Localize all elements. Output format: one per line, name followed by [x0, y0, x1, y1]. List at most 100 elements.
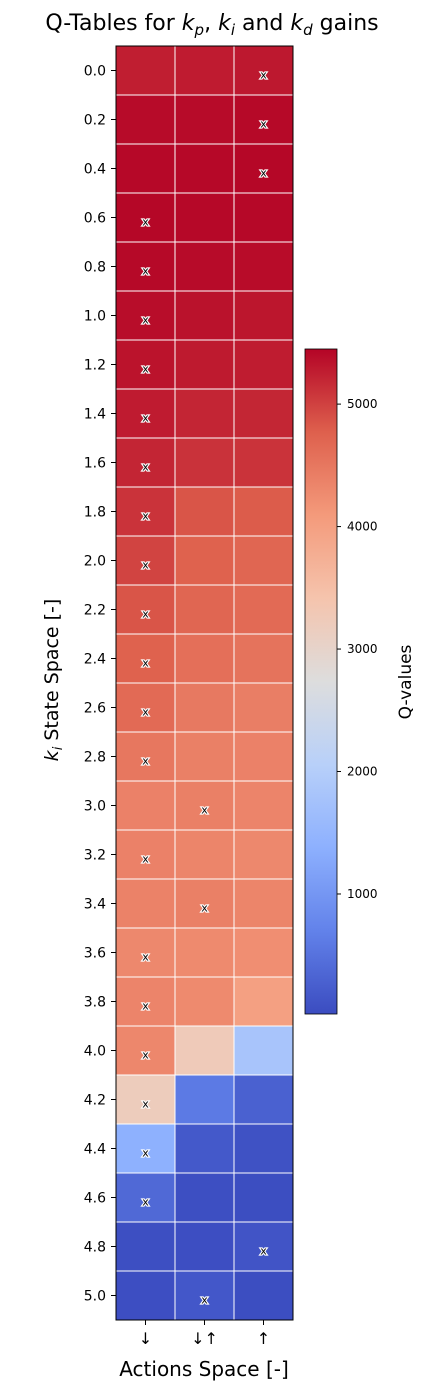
best-action-marker: x	[142, 951, 149, 964]
colorbar-tick-label: 5000	[347, 397, 378, 411]
y-tick-label: 1.0	[84, 309, 106, 325]
y-tick-label: 0.2	[84, 113, 106, 129]
heatmap-cell	[174, 94, 235, 145]
best-action-marker: x	[142, 853, 149, 866]
y-axis-label: ki State Space [-]	[41, 599, 66, 762]
y-tick-label: 4.2	[84, 1093, 106, 1109]
heatmap-cell	[174, 1025, 235, 1076]
best-action-marker: x	[201, 902, 208, 915]
y-tick-label: 1.4	[84, 407, 106, 423]
heatmap-cell	[174, 878, 235, 929]
best-action-marker: x	[142, 1147, 149, 1160]
best-action-marker: x	[142, 265, 149, 278]
heatmap-cell	[233, 780, 294, 831]
heatmap-cell	[174, 192, 235, 243]
heatmap-cell	[115, 1270, 176, 1321]
heatmap-cell	[115, 682, 176, 733]
ylabel-ki-subscript: i	[51, 746, 66, 750]
colorbar-tick-label: 2000	[347, 765, 378, 779]
title-part: ,	[204, 11, 218, 36]
chart-title: Q-Tables for kp, ki and kd gains	[45, 11, 378, 39]
ylabel-rest: State Space [-]	[41, 599, 63, 747]
heatmap-cell	[115, 1172, 176, 1223]
heatmap-cell	[233, 535, 294, 586]
heatmap-cell	[233, 927, 294, 978]
heatmap-cell	[174, 535, 235, 586]
title-kd-symbol: k	[290, 11, 304, 36]
colorbar-label: Q-values	[396, 644, 416, 719]
heatmap-cell	[233, 1123, 294, 1174]
heatmap-cell	[174, 780, 235, 831]
best-action-marker: x	[201, 1294, 208, 1307]
best-action-marker: x	[142, 706, 149, 719]
title-part: and	[235, 11, 290, 36]
heatmap-cell	[115, 731, 176, 782]
y-tick-label: 1.2	[84, 358, 106, 374]
heatmap-cell	[174, 927, 235, 978]
best-action-marker: x	[142, 559, 149, 572]
heatmap-cell	[115, 1025, 176, 1076]
y-tick-label: 3.0	[84, 799, 106, 815]
best-action-marker: x	[142, 1196, 149, 1209]
heatmap-cell	[233, 192, 294, 243]
heatmap-cell	[174, 1074, 235, 1125]
heatmap-cells	[115, 45, 294, 1321]
title-ki-subscript: i	[231, 21, 236, 39]
heatmap-cell	[174, 1172, 235, 1223]
heatmap-cell	[174, 976, 235, 1027]
x-tick-label: ↓↑	[191, 1329, 218, 1348]
best-action-marker: x	[142, 510, 149, 523]
heatmap-cell	[174, 339, 235, 390]
heatmap-cell	[233, 878, 294, 929]
y-tick-label: 2.0	[84, 554, 106, 570]
y-tick-label: 2.6	[84, 701, 106, 717]
heatmap-cell	[115, 45, 176, 96]
y-axis-ticks: 0.0 0.2 0.4 0.6 0.8 1.0 1.2 1.4 1.6 1.8 2.0 2.2 2.4 2…	[84, 64, 116, 1305]
best-action-marker: x	[142, 412, 149, 425]
heatmap-cell	[115, 780, 176, 831]
heatmap-cell	[174, 241, 235, 292]
y-tick-label: 1.8	[84, 505, 106, 521]
heatmap-cell	[233, 1172, 294, 1223]
x-tick-label: ↓	[139, 1329, 152, 1348]
heatmap-cell	[174, 486, 235, 537]
heatmap-cell	[174, 682, 235, 733]
y-tick-label: 3.4	[84, 897, 106, 913]
best-action-marker: x	[142, 1098, 149, 1111]
title-part: gains	[313, 11, 379, 36]
heatmap-cell	[233, 682, 294, 733]
best-action-marker: x	[142, 216, 149, 229]
heatmap-cell	[233, 339, 294, 390]
heatmap-cell	[233, 241, 294, 292]
heatmap-cell	[115, 1123, 176, 1174]
y-tick-label: 0.0	[84, 64, 106, 80]
y-tick-label: 4.4	[84, 1142, 106, 1158]
heatmap-cell	[233, 437, 294, 488]
y-tick-label: 3.8	[84, 995, 106, 1011]
heatmap-cell	[233, 290, 294, 341]
heatmap-cell	[174, 45, 235, 96]
y-tick-label: 4.8	[84, 1240, 106, 1256]
heatmap-cell	[115, 584, 176, 635]
heatmap-cell	[115, 878, 176, 929]
heatmap-cell	[174, 290, 235, 341]
heatmap-cell	[233, 976, 294, 1027]
x-axis-ticks: ↓ ↓↑ ↑	[139, 1320, 270, 1348]
heatmap-cell	[115, 1221, 176, 1272]
title-kd-subscript: d	[303, 21, 313, 39]
best-action-marker: x	[142, 1049, 149, 1062]
title-kp-symbol: k	[182, 11, 196, 36]
heatmap-cell	[233, 486, 294, 537]
y-tick-label: 4.6	[84, 1191, 106, 1207]
heatmap-cell	[174, 388, 235, 439]
best-action-marker: x	[260, 167, 267, 180]
heatmap-cell	[233, 1074, 294, 1125]
best-action-marker: x	[260, 1245, 267, 1258]
best-action-marker: x	[142, 461, 149, 474]
y-tick-label: 0.6	[84, 211, 106, 227]
heatmap-cell	[174, 437, 235, 488]
y-tick-label: 3.2	[84, 848, 106, 864]
y-tick-label: 2.8	[84, 750, 106, 766]
best-action-marker: x	[201, 804, 208, 817]
